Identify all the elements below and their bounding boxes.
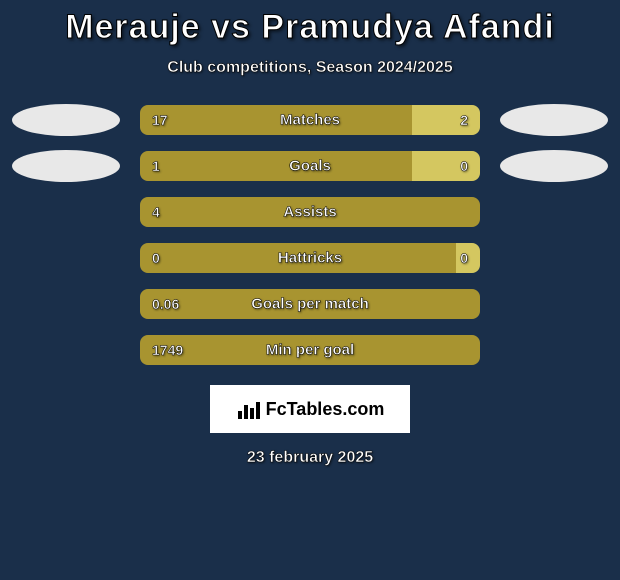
bar-left-segment: 1 — [140, 151, 412, 181]
stat-bar: 4 Assists — [140, 197, 480, 227]
right-value: 0 — [460, 250, 468, 266]
date-text: 23 february 2025 — [0, 449, 620, 467]
player-right-avatar — [500, 104, 608, 136]
page-title: Merauje vs Pramudya Afandi — [0, 8, 620, 47]
player-left-avatar — [12, 104, 120, 136]
stat-label: Hattricks — [278, 250, 342, 267]
player-left-avatar — [12, 150, 120, 182]
stat-bar: 0 0 Hattricks — [140, 243, 480, 273]
left-value: 4 — [152, 204, 160, 220]
left-value: 1749 — [152, 342, 183, 358]
left-value: 0 — [152, 250, 160, 266]
bars-icon — [236, 397, 260, 421]
stat-label: Matches — [280, 112, 340, 129]
stat-row: 1 0 Goals — [0, 151, 620, 181]
subtitle: Club competitions, Season 2024/2025 — [0, 59, 620, 77]
stat-row: 17 2 Matches — [0, 105, 620, 135]
stat-label: Assists — [283, 204, 336, 221]
stat-label: Min per goal — [266, 342, 354, 359]
right-value: 2 — [460, 112, 468, 128]
stats-area: 17 2 Matches 1 0 Goals 4 Assists 0 0 Hattricks 0.06… — [0, 105, 620, 365]
logo-text: FcTables.com — [266, 399, 385, 420]
stat-row: 0 0 Hattricks — [0, 243, 620, 273]
stat-bar: 1 0 Goals — [140, 151, 480, 181]
bar-right-segment: 2 — [412, 105, 480, 135]
stat-row: 4 Assists — [0, 197, 620, 227]
bar-right-segment: 0 — [456, 243, 480, 273]
main-container: Merauje vs Pramudya Afandi Club competit… — [0, 0, 620, 467]
logo-box[interactable]: FcTables.com — [210, 385, 410, 433]
stat-row: 1749 Min per goal — [0, 335, 620, 365]
stat-row: 0.06 Goals per match — [0, 289, 620, 319]
left-value: 17 — [152, 112, 168, 128]
bar-right-segment: 0 — [412, 151, 480, 181]
stat-bar: 1749 Min per goal — [140, 335, 480, 365]
right-value: 0 — [460, 158, 468, 174]
stat-label: Goals per match — [251, 296, 369, 313]
player-right-avatar — [500, 150, 608, 182]
left-value: 0.06 — [152, 296, 179, 312]
left-value: 1 — [152, 158, 160, 174]
stat-bar: 0.06 Goals per match — [140, 289, 480, 319]
bar-left-segment: 17 — [140, 105, 412, 135]
stat-label: Goals — [289, 158, 331, 175]
stat-bar: 17 2 Matches — [140, 105, 480, 135]
